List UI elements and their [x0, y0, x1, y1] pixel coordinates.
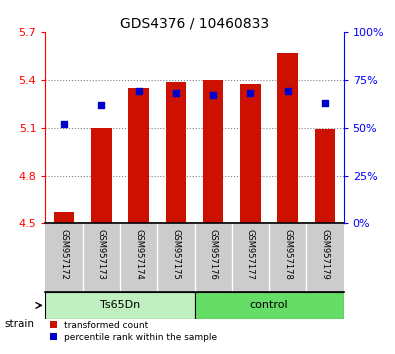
Text: GSM957179: GSM957179 — [320, 229, 329, 280]
Bar — [277, 53, 298, 223]
Bar — [240, 84, 261, 223]
Point — [173, 90, 179, 96]
Bar — [91, 128, 112, 223]
Point — [135, 88, 142, 94]
Title: GDS4376 / 10460833: GDS4376 / 10460833 — [120, 17, 269, 31]
Point — [247, 90, 254, 96]
Point — [61, 121, 67, 127]
Text: GSM957173: GSM957173 — [97, 229, 106, 280]
Bar — [45, 292, 194, 319]
Bar — [194, 292, 344, 319]
Text: GSM957178: GSM957178 — [283, 229, 292, 280]
Text: GSM957174: GSM957174 — [134, 229, 143, 280]
Text: strain: strain — [5, 319, 35, 329]
Text: control: control — [250, 301, 288, 310]
Point — [98, 102, 105, 108]
Point — [322, 100, 328, 105]
Legend: transformed count, percentile rank within the sample: transformed count, percentile rank withi… — [50, 321, 218, 342]
Text: GSM957172: GSM957172 — [60, 229, 69, 280]
Bar — [166, 82, 186, 223]
Text: GSM957176: GSM957176 — [209, 229, 218, 280]
Bar — [315, 129, 335, 223]
Bar — [128, 88, 149, 223]
Text: Ts65Dn: Ts65Dn — [100, 301, 140, 310]
Text: GSM957177: GSM957177 — [246, 229, 255, 280]
Point — [210, 92, 216, 98]
Bar — [54, 212, 74, 223]
Bar — [203, 80, 224, 223]
Text: GSM957175: GSM957175 — [171, 229, 181, 280]
Point — [284, 88, 291, 94]
